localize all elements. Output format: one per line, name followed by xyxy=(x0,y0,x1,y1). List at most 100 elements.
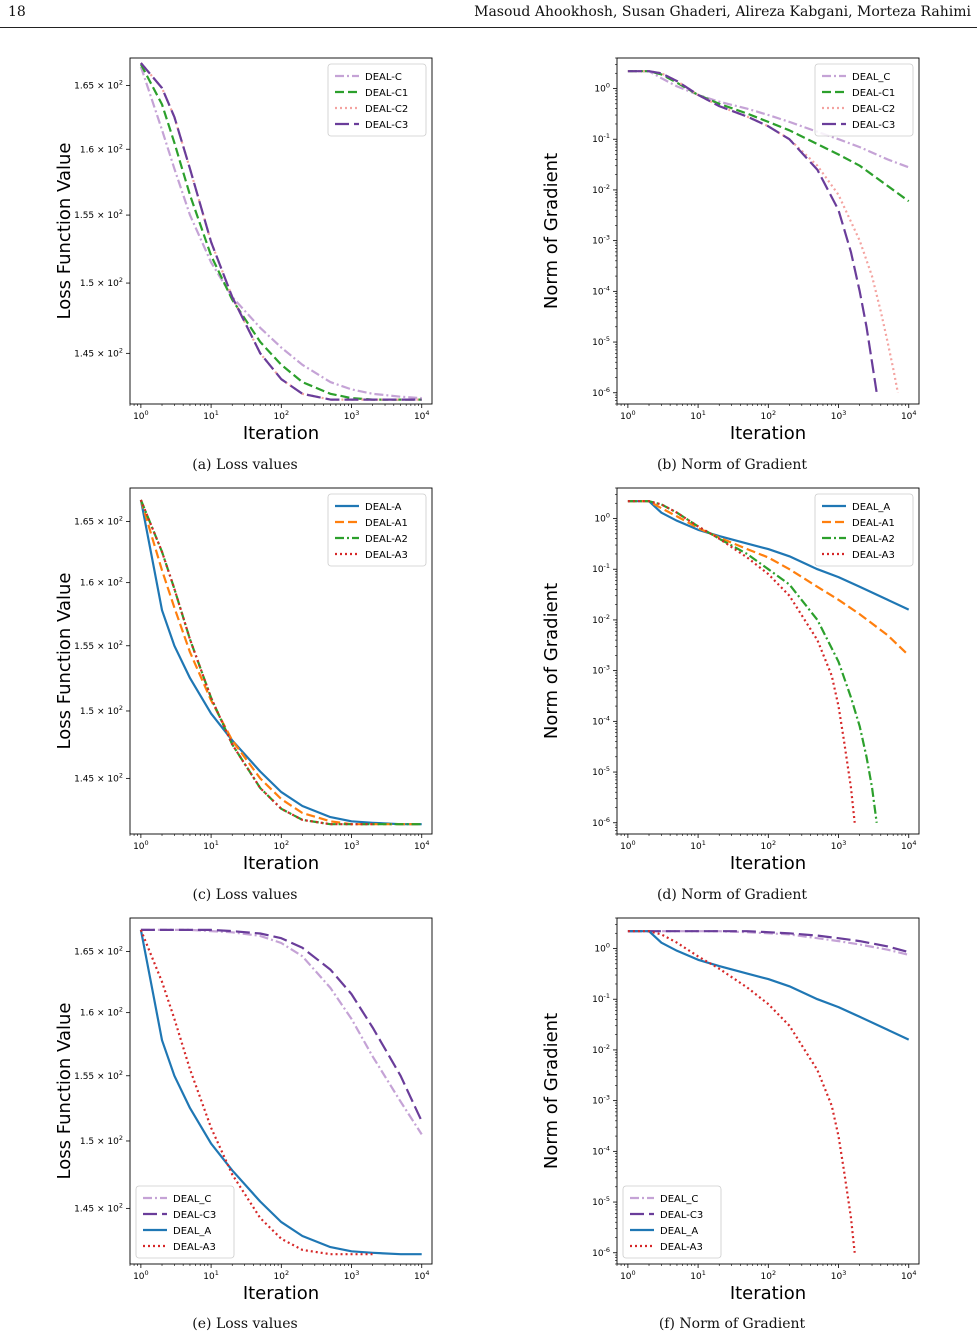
x-tick-label: 103 xyxy=(344,839,360,852)
y-tick-label: 1.6 × 102 xyxy=(80,1006,123,1019)
y-tick-label: 10-1 xyxy=(592,132,610,145)
x-axis-label: Iteration xyxy=(243,423,319,444)
series-line xyxy=(627,930,909,954)
y-tick-label: 10-4 xyxy=(592,1144,610,1157)
chart-d: 100 101 102 103 104 10-6 10-5 10-4 10-3 10-2 10-1 1… xyxy=(541,487,920,874)
figure-panel-d: 100 101 102 103 104 10-6 10-5 10-4 10-3 10-2 10-1 1… xyxy=(487,478,967,898)
x-tick-label: 100 xyxy=(133,839,149,852)
axes-frame xyxy=(129,57,433,405)
legend-label: DEAL-C3 xyxy=(660,1210,703,1221)
caption-c: (c) Loss values xyxy=(192,887,298,903)
x-tick-label: 103 xyxy=(344,1269,360,1282)
y-tick-label: 1.45 × 102 xyxy=(74,771,123,784)
series-line xyxy=(627,500,878,823)
y-axis-label: Norm of Gradient xyxy=(541,153,562,309)
legend-box xyxy=(327,493,427,567)
legend-label: DEAL_C xyxy=(660,1194,698,1205)
x-axis-label: Iteration xyxy=(730,853,806,874)
legend-label: DEAL-A1 xyxy=(365,518,408,529)
y-tick-label: 100 xyxy=(594,512,610,525)
y-tick-label: 10-2 xyxy=(592,613,610,626)
x-tick-label: 101 xyxy=(203,1269,219,1282)
legend-label: DEAL-A3 xyxy=(365,550,408,561)
y-axis-label: Norm of Gradient xyxy=(541,1013,562,1169)
y-tick-label: 10-6 xyxy=(592,816,610,829)
legend-label: DEAL-A2 xyxy=(852,534,895,545)
x-axis-label: Iteration xyxy=(243,1283,319,1304)
y-tick-label: 10-2 xyxy=(592,1043,610,1056)
y-tick-label: 10-1 xyxy=(592,562,610,575)
legend-box xyxy=(814,493,914,567)
legend-label: DEAL_C xyxy=(173,1194,211,1205)
y-tick-label: 10-3 xyxy=(592,664,610,677)
legend-label: DEAL-A1 xyxy=(852,518,895,529)
caption-d: (d) Norm of Gradient xyxy=(656,887,808,903)
legend-box xyxy=(135,1185,235,1259)
y-tick-label: 1.55 × 102 xyxy=(74,639,123,652)
x-tick-label: 102 xyxy=(274,1269,290,1282)
axes-frame xyxy=(616,487,920,835)
caption-f: (f) Norm of Gradient xyxy=(658,1316,806,1332)
legend-label: DEAL-A3 xyxy=(660,1242,703,1253)
figure-panel-a: 100 101 102 103 104 1.45 × 102 1.5 × 102 1.55 ×… xyxy=(0,48,480,468)
x-tick-label: 101 xyxy=(203,409,219,422)
legend-label: DEAL-C3 xyxy=(173,1210,216,1221)
legend-box xyxy=(814,63,914,137)
x-tick-label: 102 xyxy=(274,409,290,422)
axes-frame xyxy=(616,57,920,405)
x-tick-label: 101 xyxy=(690,409,706,422)
caption-b: (b) Norm of Gradient xyxy=(656,457,808,473)
caption-e: (e) Loss values xyxy=(192,1316,298,1332)
y-tick-label: 1.45 × 102 xyxy=(74,1201,123,1214)
caption-a: (a) Loss values xyxy=(192,457,298,473)
y-tick-label: 1.5 × 102 xyxy=(80,704,123,717)
legend-label: DEAL-A xyxy=(365,502,402,513)
y-tick-label: 1.65 × 102 xyxy=(74,514,123,527)
x-tick-label: 102 xyxy=(761,1269,777,1282)
legend-box xyxy=(327,63,427,137)
legend-label: DEAL-A3 xyxy=(173,1242,216,1253)
series-line xyxy=(140,928,423,1135)
axes-frame xyxy=(129,487,433,835)
y-tick-label: 10-1 xyxy=(592,992,610,1005)
y-tick-label: 10-3 xyxy=(592,1094,610,1107)
y-tick-label: 10-2 xyxy=(592,183,610,196)
series-line xyxy=(627,500,856,823)
y-tick-label: 10-5 xyxy=(592,1195,610,1208)
series-line xyxy=(140,928,423,1122)
chart-e: 100 101 102 103 104 1.45 × 102 1.5 × 102 1.55 ×… xyxy=(54,917,433,1304)
legend-label: DEAL-C2 xyxy=(852,104,895,115)
series-line xyxy=(627,70,878,393)
running-authors: Masoud Ahookhosh, Susan Ghaderi, Alireza… xyxy=(474,4,971,20)
x-tick-label: 100 xyxy=(133,409,149,422)
x-axis-label: Iteration xyxy=(730,1283,806,1304)
y-tick-label: 100 xyxy=(594,82,610,95)
x-tick-label: 104 xyxy=(414,409,430,422)
y-tick-label: 10-6 xyxy=(592,1246,610,1259)
series-line xyxy=(139,929,422,1256)
legend-label: DEAL_C xyxy=(852,72,890,83)
y-tick-label: 10-4 xyxy=(592,284,610,297)
x-tick-label: 101 xyxy=(690,839,706,852)
x-tick-label: 104 xyxy=(414,1269,430,1282)
y-tick-label: 1.5 × 102 xyxy=(80,1134,123,1147)
legend-label: DEAL-C1 xyxy=(852,88,895,99)
series-line xyxy=(627,70,910,203)
legend-label: DEAL_A xyxy=(173,1226,211,1237)
chart-a: 100 101 102 103 104 1.45 × 102 1.5 × 102 1.55 ×… xyxy=(54,57,433,444)
x-tick-label: 100 xyxy=(620,1269,636,1282)
figure-panel-c: 100 101 102 103 104 1.45 × 102 1.5 × 102 1.55 ×… xyxy=(0,478,480,898)
series-line xyxy=(139,499,422,826)
y-tick-label: 1.6 × 102 xyxy=(80,576,123,589)
legend-label: DEAL-C1 xyxy=(365,88,408,99)
x-axis-label: Iteration xyxy=(730,423,806,444)
y-tick-label: 10-3 xyxy=(592,234,610,247)
y-axis-label: Loss Function Value xyxy=(54,1003,75,1180)
axes-frame xyxy=(616,917,920,1265)
x-tick-label: 103 xyxy=(831,409,847,422)
legend-label: DEAL-A2 xyxy=(365,534,408,545)
y-tick-label: 10-5 xyxy=(592,335,610,348)
x-tick-label: 100 xyxy=(620,409,636,422)
x-tick-label: 102 xyxy=(761,839,777,852)
x-axis-label: Iteration xyxy=(243,853,319,874)
